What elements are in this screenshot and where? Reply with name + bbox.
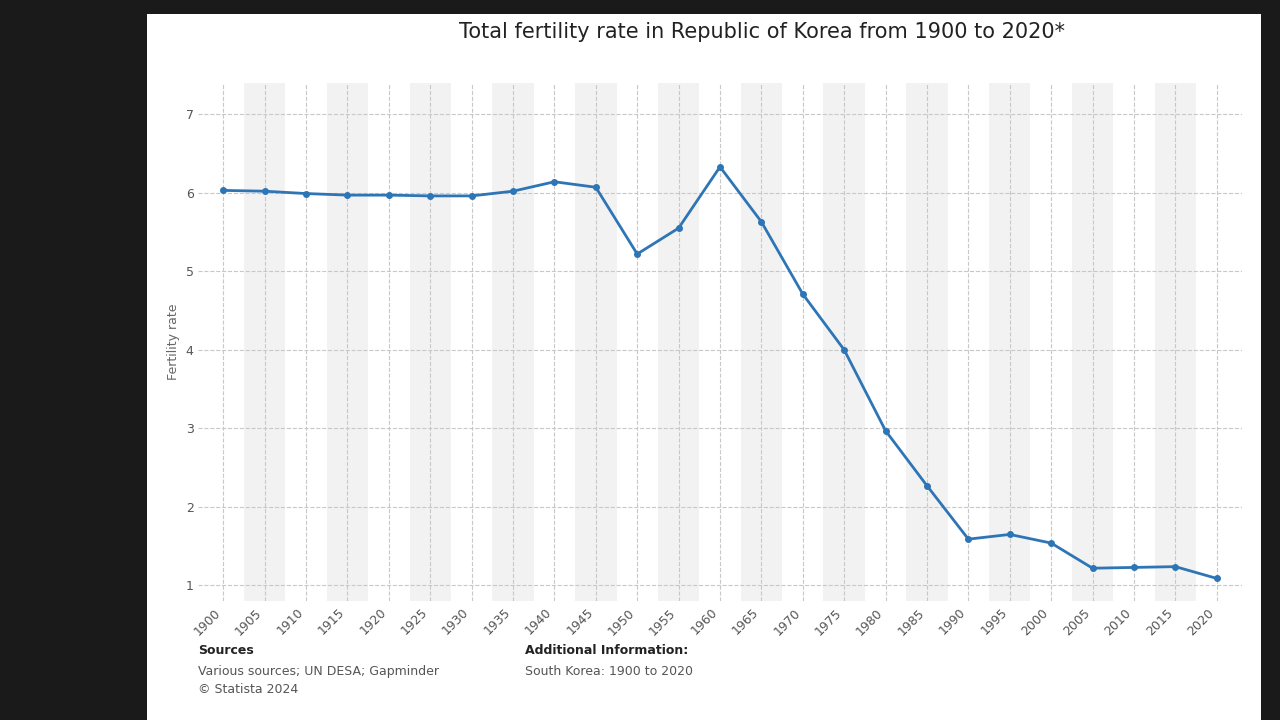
Bar — [1114, 83, 1155, 601]
Text: Sources: Sources — [198, 644, 255, 657]
Bar — [658, 83, 699, 601]
Bar — [1030, 83, 1071, 601]
Bar — [617, 83, 658, 601]
Text: Total fertility rate in Republic of Korea from 1900 to 2020*: Total fertility rate in Republic of Kore… — [458, 22, 1065, 42]
Bar — [823, 83, 865, 601]
Bar — [947, 83, 989, 601]
Bar — [575, 83, 617, 601]
Y-axis label: Fertility rate: Fertility rate — [166, 304, 180, 380]
Bar — [493, 83, 534, 601]
Bar — [198, 83, 244, 601]
Bar — [906, 83, 947, 601]
Bar — [369, 83, 410, 601]
Bar — [865, 83, 906, 601]
Bar — [1196, 83, 1242, 601]
Bar — [326, 83, 369, 601]
Bar — [534, 83, 575, 601]
Text: Additional Information:: Additional Information: — [525, 644, 689, 657]
Bar — [1155, 83, 1196, 601]
Bar — [285, 83, 326, 601]
Bar — [410, 83, 451, 601]
Bar — [741, 83, 782, 601]
Text: Various sources; UN DESA; Gapminder
© Statista 2024: Various sources; UN DESA; Gapminder © St… — [198, 665, 439, 696]
Bar — [989, 83, 1030, 601]
Bar — [1071, 83, 1114, 601]
Text: South Korea: 1900 to 2020: South Korea: 1900 to 2020 — [525, 665, 692, 678]
Bar — [451, 83, 493, 601]
Bar — [782, 83, 823, 601]
Bar — [699, 83, 741, 601]
Bar — [244, 83, 285, 601]
